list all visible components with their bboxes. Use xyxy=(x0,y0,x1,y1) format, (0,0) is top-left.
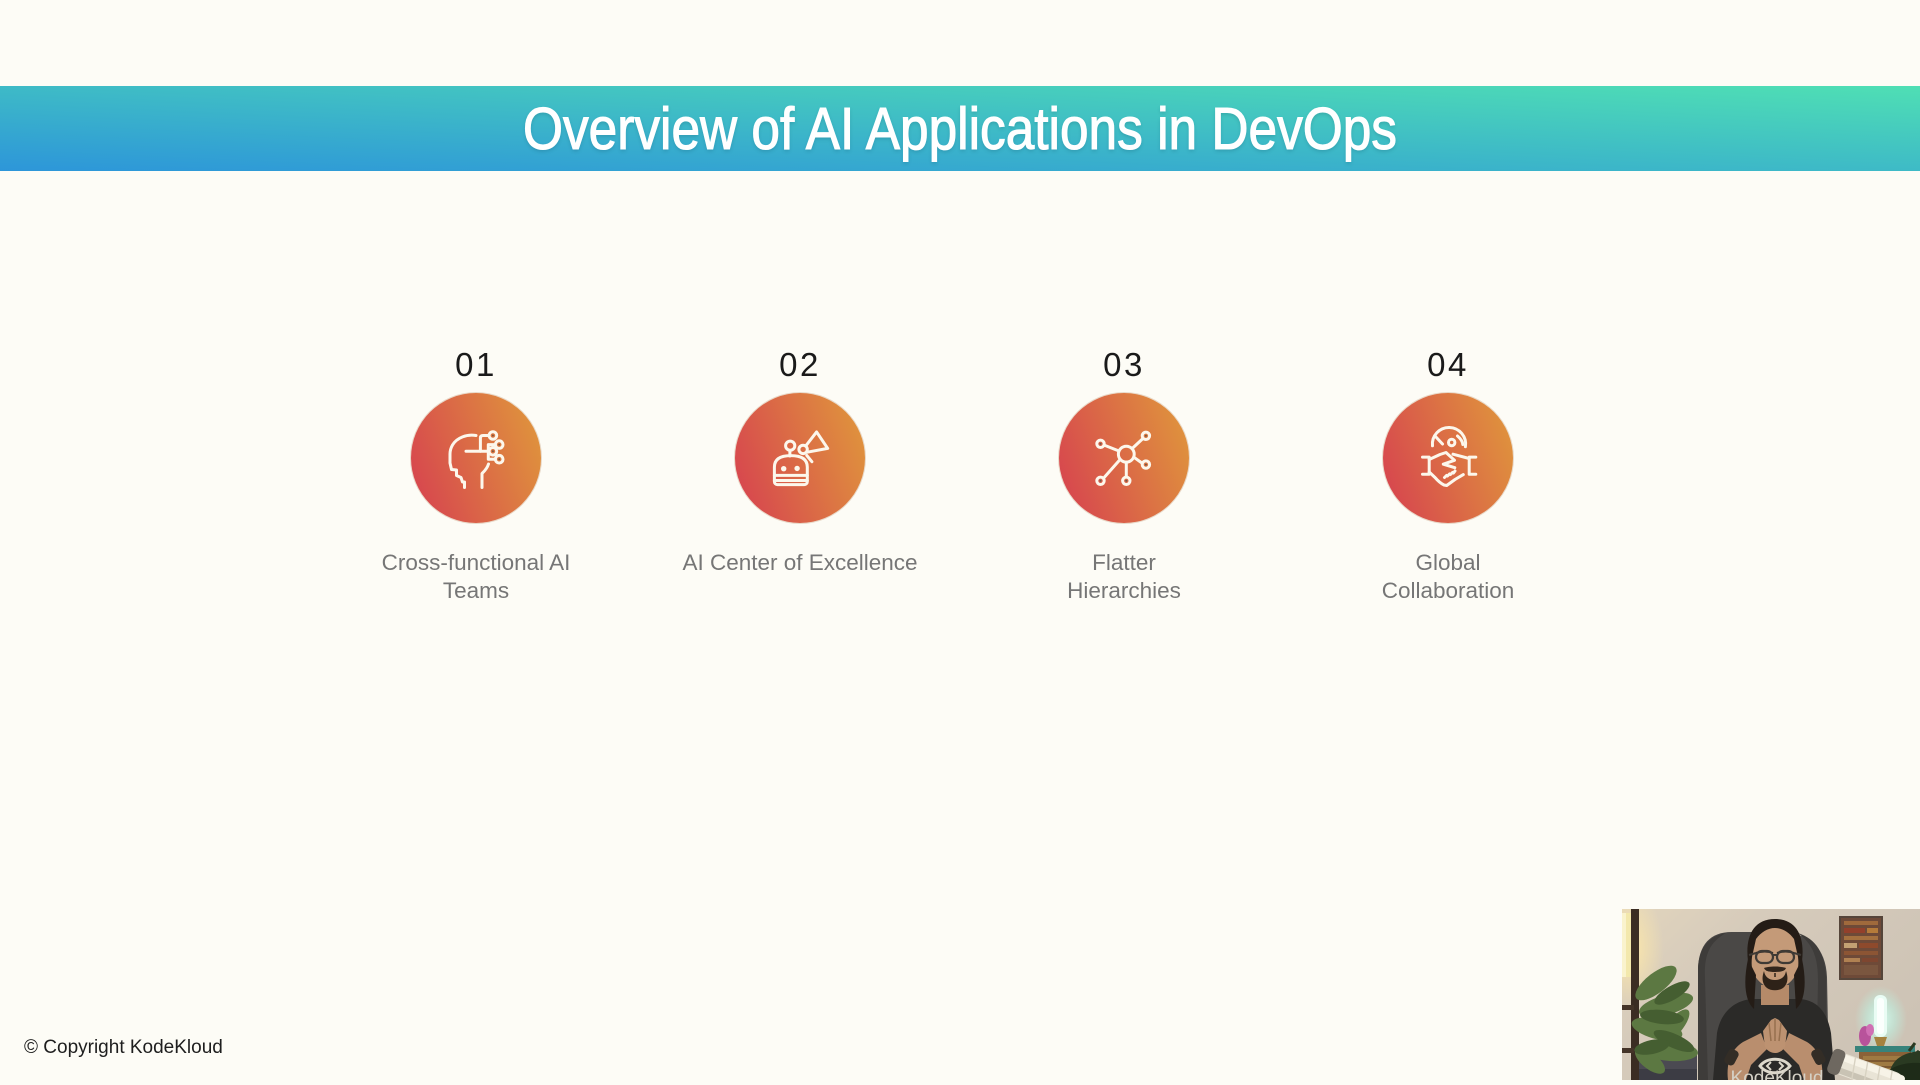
svg-text:KodeKloud: KodeKloud xyxy=(1731,1068,1824,1080)
